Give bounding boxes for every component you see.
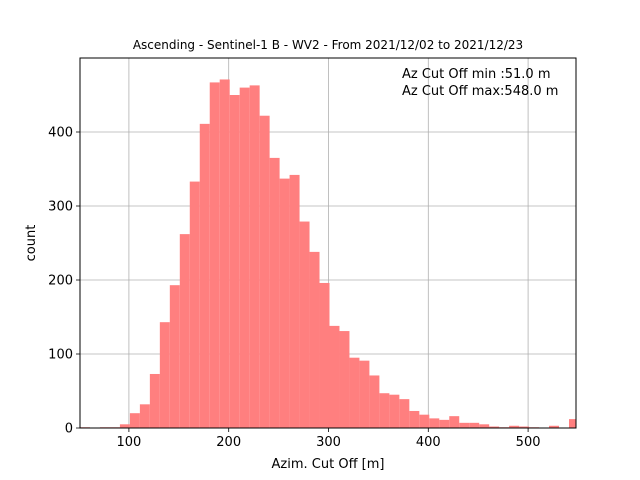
x-axis-label: Azim. Cut Off [m] bbox=[272, 457, 385, 472]
histogram-bar bbox=[349, 357, 360, 428]
histogram-bar bbox=[219, 79, 230, 429]
histogram-bar bbox=[189, 181, 200, 428]
histogram-bar bbox=[279, 178, 290, 428]
y-tick-label: 0 bbox=[65, 422, 73, 437]
histogram-bar bbox=[299, 221, 310, 428]
histogram-bar bbox=[409, 410, 420, 428]
histogram-bar bbox=[239, 87, 250, 428]
histogram-bar bbox=[129, 413, 140, 428]
x-tick-label: 500 bbox=[516, 435, 541, 450]
histogram-bar bbox=[169, 285, 180, 428]
x-axis-ticks: 100 200 300 400 500 bbox=[116, 428, 541, 450]
histogram-bar bbox=[229, 95, 240, 428]
histogram-bar bbox=[159, 322, 170, 428]
histogram-bar bbox=[399, 399, 410, 428]
histogram-bar bbox=[439, 419, 450, 428]
y-axis-ticks: 0 100 200 300 400 bbox=[48, 126, 80, 437]
chart-title: Ascending - Sentinel-1 B - WV2 - From 20… bbox=[133, 38, 523, 52]
histogram-bar bbox=[149, 373, 160, 428]
histogram-bar bbox=[489, 426, 500, 428]
histogram-bar bbox=[369, 375, 380, 428]
histogram-bar bbox=[209, 82, 220, 429]
histogram-bar bbox=[119, 424, 130, 428]
x-tick-label: 200 bbox=[216, 435, 241, 450]
histogram-bar bbox=[269, 157, 280, 428]
histogram-bar bbox=[319, 282, 330, 428]
histogram-bar bbox=[519, 426, 530, 428]
histogram-bar bbox=[569, 419, 576, 428]
histogram-bars bbox=[80, 79, 576, 429]
y-tick-label: 400 bbox=[48, 126, 73, 141]
x-tick-label: 100 bbox=[116, 435, 141, 450]
histogram-bar bbox=[199, 123, 210, 429]
histogram-bar bbox=[469, 422, 480, 428]
histogram-bar bbox=[339, 331, 350, 428]
annotation-max: Az Cut Off max:548.0 m bbox=[402, 84, 558, 99]
histogram-bar bbox=[359, 360, 370, 428]
plot-frame bbox=[79, 57, 577, 429]
histogram-bar bbox=[419, 414, 430, 428]
histogram-bar bbox=[139, 404, 150, 428]
histogram-bar bbox=[309, 251, 320, 428]
histogram-bar bbox=[249, 85, 260, 428]
histogram-bar bbox=[509, 425, 520, 428]
annotation-min: Az Cut Off min :51.0 m bbox=[402, 67, 550, 82]
histogram-bar bbox=[429, 418, 440, 428]
histogram-bar bbox=[259, 115, 270, 428]
histogram-bar bbox=[479, 424, 490, 428]
histogram-bar bbox=[449, 416, 460, 428]
x-tick-label: 400 bbox=[416, 435, 441, 450]
y-tick-label: 200 bbox=[48, 274, 73, 289]
y-tick-label: 100 bbox=[48, 348, 73, 363]
histogram-bar bbox=[549, 425, 560, 428]
histogram-bar bbox=[179, 234, 190, 428]
histogram-bar bbox=[329, 325, 340, 428]
histogram-bar bbox=[459, 422, 470, 428]
y-axis-label: count bbox=[24, 225, 39, 262]
x-tick-label: 300 bbox=[316, 435, 341, 450]
y-tick-label: 300 bbox=[48, 200, 73, 215]
histogram-bar bbox=[289, 174, 300, 428]
histogram-bar bbox=[379, 393, 390, 428]
histogram-bar bbox=[389, 394, 400, 428]
